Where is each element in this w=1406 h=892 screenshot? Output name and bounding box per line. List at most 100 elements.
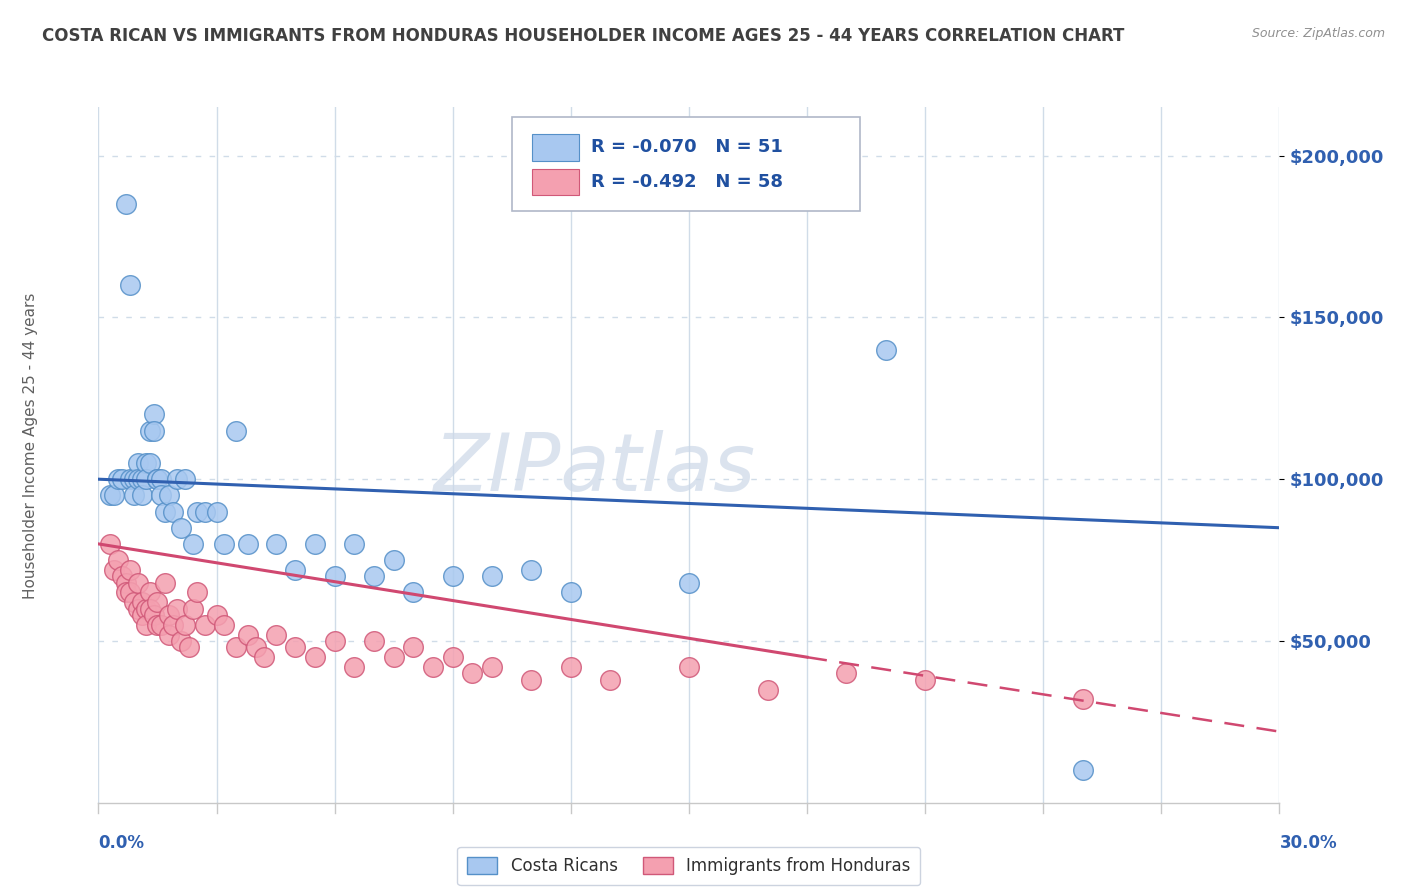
Point <box>155 575 177 590</box>
Point <box>127 472 149 486</box>
Point <box>214 537 236 551</box>
Point <box>170 634 193 648</box>
Point <box>103 563 125 577</box>
Point <box>166 472 188 486</box>
Point <box>115 197 138 211</box>
Point <box>225 640 247 655</box>
Bar <box>531 134 579 161</box>
Point <box>103 488 125 502</box>
Point <box>678 660 700 674</box>
Point <box>225 424 247 438</box>
Point <box>205 504 228 518</box>
Point <box>118 472 141 486</box>
Point <box>142 608 165 623</box>
Point <box>174 617 197 632</box>
Point <box>441 650 464 665</box>
Point <box>194 504 217 518</box>
Point <box>127 601 149 615</box>
FancyBboxPatch shape <box>512 118 860 211</box>
Bar <box>531 169 579 195</box>
Point <box>122 595 145 609</box>
Point <box>343 537 366 551</box>
Point <box>402 585 425 599</box>
Point <box>382 650 405 665</box>
Point <box>98 537 121 551</box>
Point <box>111 472 134 486</box>
Point <box>127 575 149 590</box>
Point <box>284 563 307 577</box>
Point <box>131 595 153 609</box>
Point <box>157 608 180 623</box>
Point <box>520 563 543 577</box>
Point <box>181 601 204 615</box>
Point <box>111 569 134 583</box>
Point <box>214 617 236 632</box>
Point <box>914 673 936 687</box>
Point <box>205 608 228 623</box>
Point <box>146 595 169 609</box>
Point <box>678 575 700 590</box>
Point <box>236 627 259 641</box>
Point <box>245 640 267 655</box>
Point <box>150 488 173 502</box>
Point <box>135 617 157 632</box>
Legend: Costa Ricans, Immigrants from Honduras: Costa Ricans, Immigrants from Honduras <box>457 847 921 885</box>
Text: COSTA RICAN VS IMMIGRANTS FROM HONDURAS HOUSEHOLDER INCOME AGES 25 - 44 YEARS CO: COSTA RICAN VS IMMIGRANTS FROM HONDURAS … <box>42 27 1125 45</box>
Point <box>323 634 346 648</box>
Text: 0.0%: 0.0% <box>98 834 145 852</box>
Point <box>118 278 141 293</box>
Point <box>122 488 145 502</box>
Point <box>422 660 444 674</box>
Point <box>131 608 153 623</box>
Point <box>236 537 259 551</box>
Point <box>756 682 779 697</box>
Point <box>142 424 165 438</box>
Point <box>162 617 184 632</box>
Point <box>560 585 582 599</box>
Text: R = -0.492   N = 58: R = -0.492 N = 58 <box>591 173 783 191</box>
Point <box>402 640 425 655</box>
Point <box>461 666 484 681</box>
Point <box>107 472 129 486</box>
Point <box>135 456 157 470</box>
Point <box>481 660 503 674</box>
Point <box>194 617 217 632</box>
Point <box>150 617 173 632</box>
Point <box>264 537 287 551</box>
Point <box>135 601 157 615</box>
Text: Householder Income Ages 25 - 44 years: Householder Income Ages 25 - 44 years <box>24 293 38 599</box>
Point <box>138 585 160 599</box>
Point <box>170 521 193 535</box>
Point <box>122 472 145 486</box>
Point <box>181 537 204 551</box>
Point <box>142 408 165 422</box>
Point <box>382 553 405 567</box>
Point <box>304 650 326 665</box>
Point <box>118 563 141 577</box>
Point <box>107 553 129 567</box>
Point <box>157 627 180 641</box>
Point <box>875 343 897 357</box>
Text: ZIPatlas: ZIPatlas <box>433 430 755 508</box>
Point <box>131 488 153 502</box>
Point <box>115 585 138 599</box>
Point <box>131 472 153 486</box>
Point <box>115 575 138 590</box>
Point <box>138 424 160 438</box>
Point <box>177 640 200 655</box>
Point <box>253 650 276 665</box>
Point <box>599 673 621 687</box>
Point <box>441 569 464 583</box>
Point <box>284 640 307 655</box>
Point <box>304 537 326 551</box>
Point <box>135 472 157 486</box>
Text: R = -0.070   N = 51: R = -0.070 N = 51 <box>591 138 783 156</box>
Point <box>835 666 858 681</box>
Point <box>127 456 149 470</box>
Point <box>1071 764 1094 778</box>
Point <box>146 472 169 486</box>
Point <box>162 504 184 518</box>
Point <box>155 504 177 518</box>
Point <box>363 569 385 583</box>
Point <box>481 569 503 583</box>
